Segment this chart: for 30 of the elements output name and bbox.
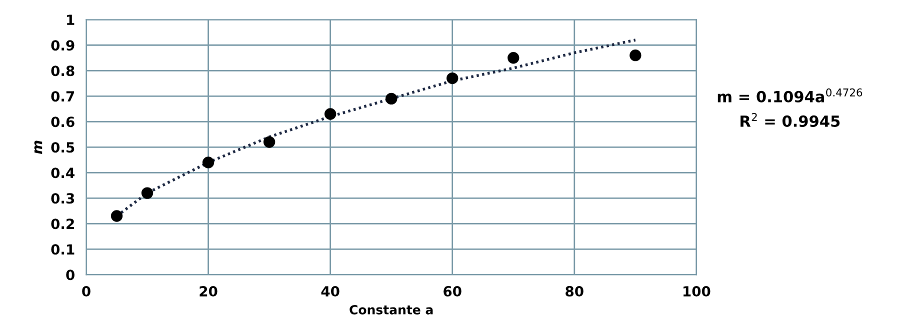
point — [386, 92, 398, 105]
point — [324, 108, 336, 120]
point — [263, 136, 276, 148]
x-tick-label: 0 — [82, 286, 90, 297]
x-tick-label: 100 — [684, 286, 710, 297]
y-tick-label: 0.2 — [51, 218, 74, 230]
point — [508, 52, 520, 64]
point — [630, 49, 642, 62]
point — [110, 210, 123, 222]
x-tick-label: 20 — [200, 286, 218, 297]
text: m = 0.1094a$^{0.4726}$ — [718, 88, 862, 102]
y-tick-label: 0.3 — [51, 193, 74, 204]
x-tick-label: 60 — [444, 286, 462, 297]
y-tick-label: 0.7 — [51, 91, 74, 102]
x-tick-label: 80 — [566, 286, 584, 297]
y-tick-label: 0.6 — [51, 116, 74, 128]
y-tick-label: 0.9 — [51, 40, 74, 51]
x-axis-title: Constante a — [350, 305, 433, 314]
point — [446, 72, 458, 84]
y-tick-label: 0 — [66, 270, 74, 280]
y-axis-title: m — [34, 140, 42, 154]
point — [141, 187, 154, 199]
x-tick-label: 40 — [321, 286, 340, 297]
y-tick-label: 0.4 — [51, 168, 75, 178]
y-tick-label: 0.1 — [51, 244, 74, 255]
text: R$^{2}$ = 0.9945 — [740, 112, 840, 127]
y-tick-label: 0.5 — [51, 142, 74, 153]
y-tick-label: 1 — [67, 14, 74, 25]
y-tick-label: 0.8 — [51, 66, 74, 76]
point — [202, 156, 214, 168]
